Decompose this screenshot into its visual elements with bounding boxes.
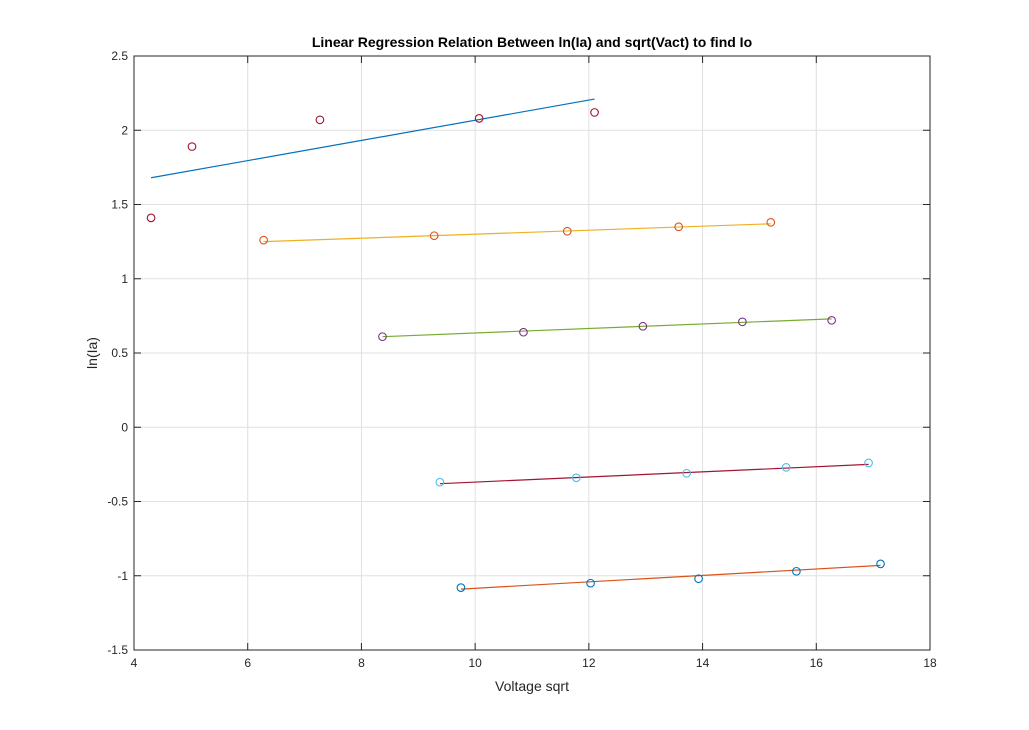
data-point-1-2: [187, 142, 197, 151]
x-tick-label: 16: [810, 656, 824, 670]
y-tick-label: 2: [121, 123, 128, 137]
x-tick-label: 14: [696, 656, 710, 670]
data-point-4-4: [781, 462, 791, 472]
data-markers: [146, 108, 885, 592]
data-point-5-4: [792, 566, 801, 576]
y-tick-label: 0: [121, 420, 128, 434]
x-axis-label: Voltage sqrt: [495, 678, 569, 694]
data-point-4-1: [435, 477, 445, 487]
data-point-3-5: [827, 315, 836, 325]
fit-line-1: [150, 98, 595, 179]
x-tick-label: 10: [468, 656, 482, 670]
fit-line-3: [382, 318, 832, 338]
data-point-3-1: [378, 332, 387, 342]
fit-line-4: [439, 463, 869, 485]
grid: [133, 55, 931, 651]
data-point-4-5: [864, 458, 873, 468]
data-point-2-4: [674, 222, 684, 232]
ticks: 4 6 8 10 12 14 16 18 -1.5 -1 -0.5 0 0.5 1 1.5 2 2.5: [107, 49, 937, 670]
y-tick-label: 2.5: [111, 49, 128, 63]
x-tick-label: 12: [582, 656, 596, 670]
fit-line-2: [263, 223, 771, 243]
data-point-5-2: [586, 578, 595, 588]
y-tick-label: 1: [121, 272, 128, 286]
x-tick-label: 8: [358, 656, 365, 670]
data-point-3-3: [638, 321, 648, 331]
x-tick-label: 18: [923, 656, 937, 670]
data-point-2-5: [766, 217, 776, 227]
data-point-1-1: [146, 213, 156, 223]
y-tick-label: -1.5: [107, 643, 128, 657]
data-point-3-4: [738, 317, 747, 327]
data-point-2-3: [562, 226, 572, 236]
chart-title: Linear Regression Relation Between ln(Ia…: [312, 34, 752, 50]
data-point-3-2: [519, 327, 528, 337]
x-tick-label: 4: [131, 656, 138, 670]
y-tick-label: 1.5: [111, 198, 128, 212]
data-point-5-1: [456, 583, 466, 592]
data-point-2-1: [259, 235, 268, 245]
data-point-2-2: [429, 231, 439, 241]
data-point-1-3: [315, 115, 325, 125]
y-tick-label: 0.5: [111, 346, 128, 360]
data-point-4-3: [682, 468, 692, 478]
data-point-4-2: [571, 473, 581, 483]
x-tick-label: 6: [244, 656, 251, 670]
y-tick-label: -1: [117, 569, 128, 583]
data-point-1-4: [474, 114, 484, 123]
fit-lines: [150, 98, 881, 590]
y-axis-label: ln(Ia): [84, 337, 100, 369]
data-point-1-5: [590, 108, 599, 117]
data-point-5-5: [876, 559, 885, 569]
y-tick-label: -0.5: [107, 495, 128, 509]
fit-line-5: [460, 564, 881, 590]
data-point-5-3: [694, 574, 703, 584]
